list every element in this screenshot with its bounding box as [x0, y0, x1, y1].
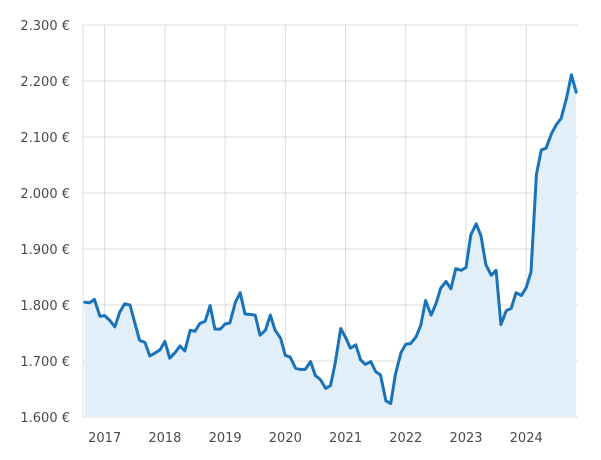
x-tick-label: 2023: [449, 431, 482, 446]
x-axis-tick-labels: 2017 2018 2019 2020 2021 2022 2023 2024: [88, 431, 543, 446]
y-tick-label: 1.600 €: [20, 411, 70, 426]
y-tick-label: 1.800 €: [20, 299, 70, 314]
x-tick-label: 2021: [329, 431, 362, 446]
price-area: [84, 74, 577, 418]
y-tick-label: 2.000 €: [20, 187, 70, 202]
y-axis-tick-labels: 1.600 € 1.700 € 1.800 € 1.900 € 2.000 € 2.100…: [20, 19, 70, 426]
x-tick-label: 2019: [209, 431, 242, 446]
price-line: [83, 73, 578, 406]
x-tick-label: 2024: [510, 431, 543, 446]
y-tick-label: 2.200 €: [20, 75, 70, 90]
x-tick-label: 2022: [389, 431, 422, 446]
x-tick-label: 2018: [148, 431, 181, 446]
x-tick-label: 2020: [269, 431, 302, 446]
y-tick-label: 1.700 €: [20, 355, 70, 370]
y-tick-label: 2.300 €: [20, 19, 70, 34]
x-tick-label: 2017: [88, 431, 121, 446]
y-tick-label: 2.100 €: [20, 131, 70, 146]
y-tick-label: 1.900 €: [20, 243, 70, 258]
